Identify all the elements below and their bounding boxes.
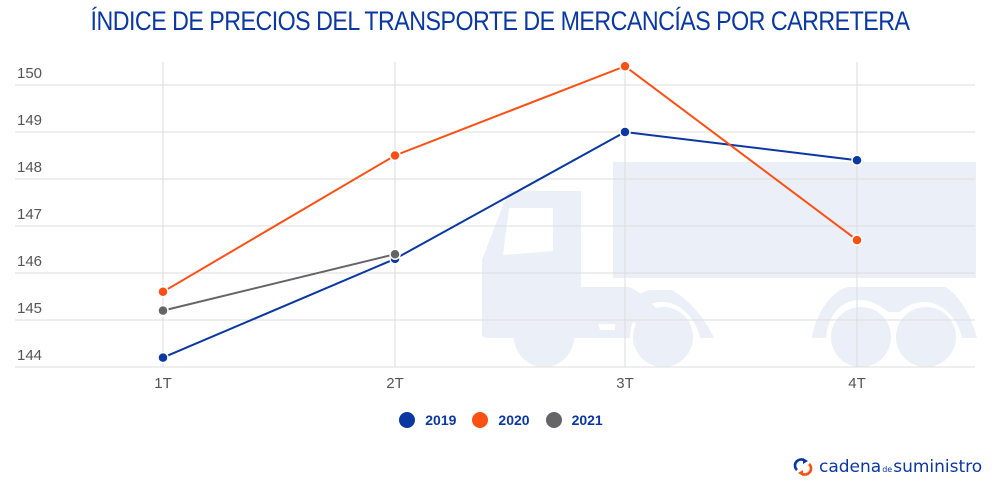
x-tick-label: 4T [848, 375, 866, 392]
legend-label: 2019 [425, 412, 457, 428]
logo-text-de: de [882, 465, 893, 474]
chart-title: ÍNDICE DE PRECIOS DEL TRANSPORTE DE MERC… [90, 6, 910, 36]
y-tick-label: 146 [17, 253, 42, 270]
x-tick-label: 3T [616, 375, 634, 392]
legend-dot-icon [472, 412, 489, 428]
y-tick-label: 147 [17, 206, 42, 223]
data-point-2019 [157, 351, 169, 364]
y-axis: 144 145 146 147 148 149 150 [17, 65, 42, 364]
logo-text-suministro: suministro [893, 457, 983, 477]
y-tick-label: 149 [17, 112, 42, 129]
y-tick-label: 145 [17, 300, 42, 317]
legend-item-2019[interactable]: 2019 [399, 412, 456, 428]
brand-logo: cadenadesuministro [793, 457, 982, 477]
legend: 2019 2020 2021 [0, 412, 1000, 428]
series-line-2020 [162, 65, 858, 293]
x-tick-label: 1T [154, 375, 172, 392]
y-tick-label: 150 [17, 65, 42, 82]
series-lines [157, 60, 863, 364]
data-point-2021 [157, 304, 169, 317]
refresh-arrows-icon [793, 458, 813, 476]
legend-dot-icon [399, 412, 416, 428]
data-point-2021 [389, 248, 401, 260]
data-point-2020 [619, 60, 631, 72]
legend-label: 2021 [571, 412, 603, 428]
data-point-2020 [851, 234, 863, 246]
data-point-2019 [619, 126, 631, 138]
data-point-2019 [851, 154, 863, 166]
data-point-2020 [389, 149, 401, 162]
y-tick-label: 144 [17, 347, 42, 364]
chart-area: 144 145 146 147 148 149 150 1T 2T 3T 4T [15, 60, 977, 392]
x-tick-label: 2T [386, 375, 404, 392]
truck-icon [482, 162, 977, 367]
legend-label: 2020 [498, 412, 530, 428]
legend-dot-icon [545, 412, 562, 428]
logo-text-cadena: cadena [819, 457, 882, 477]
legend-item-2020[interactable]: 2020 [472, 412, 530, 428]
series-line-2021 [162, 253, 396, 312]
y-tick-label: 148 [17, 159, 42, 176]
series-line-2019 [162, 130, 858, 359]
x-axis: 1T 2T 3T 4T [154, 375, 866, 392]
legend-item-2021[interactable]: 2021 [545, 412, 603, 428]
data-point-2020 [157, 286, 169, 298]
